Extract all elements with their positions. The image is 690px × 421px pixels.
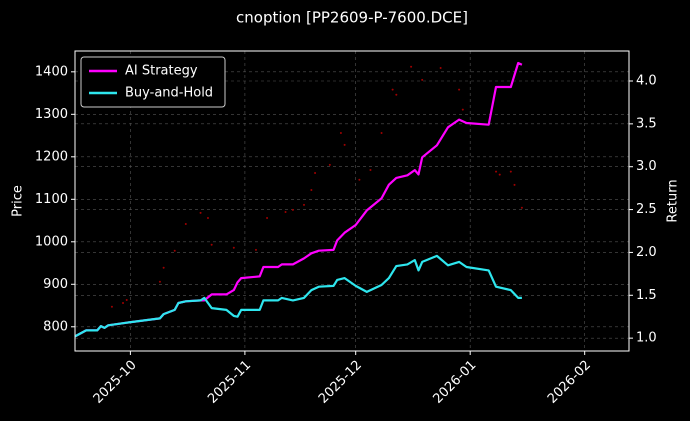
x-tick-label: 2026-02: [545, 358, 594, 407]
price-point: [513, 183, 516, 186]
x-tick-label: 2025-12: [316, 358, 365, 407]
legend: AI Strategy Buy-and-Hold: [80, 56, 226, 108]
price-point: [302, 203, 305, 206]
price-point: [343, 143, 346, 146]
y-tick-label: 900: [43, 277, 68, 292]
price-point: [358, 178, 361, 181]
price-point: [421, 78, 424, 81]
y-tick-label: 1100: [35, 192, 68, 207]
price-point: [158, 280, 161, 283]
price-point: [199, 211, 202, 214]
price-point: [520, 206, 523, 209]
x-tick-label: 2025-10: [91, 358, 140, 407]
y-tick-label: 1200: [35, 149, 68, 164]
y2-tick-label: 2.5: [636, 202, 657, 217]
price-point: [461, 108, 464, 111]
price-point: [495, 170, 498, 173]
y2-axis-label: Return: [666, 179, 681, 222]
price-point: [328, 163, 331, 166]
price-point: [266, 216, 269, 219]
legend-box: [80, 56, 226, 108]
price-point: [162, 266, 165, 269]
price-point: [410, 65, 413, 68]
y-tick-label: 800: [43, 319, 68, 334]
price-point: [210, 243, 213, 246]
price-point: [291, 208, 294, 211]
x-tick-label: 2026-01: [430, 358, 479, 407]
series-line: [74, 254, 522, 338]
price-point: [254, 248, 257, 251]
price-point: [395, 93, 398, 96]
price-point: [314, 171, 317, 174]
price-point: [125, 299, 128, 302]
y2-tick-label: 4.0: [636, 74, 657, 89]
y2-tick-label: 3.5: [636, 116, 657, 131]
chart-title: cnoption [PP2609-P-7600.DCE]: [236, 9, 468, 27]
y2-tick-label: 1.0: [636, 331, 657, 346]
price-point: [498, 173, 501, 176]
price-point: [391, 88, 394, 91]
y-axis-label: Price: [11, 185, 26, 217]
price-point: [310, 188, 313, 191]
y2-tick-label: 2.0: [636, 245, 657, 260]
price-point: [184, 222, 187, 225]
legend-label: Buy-and-Hold: [125, 86, 213, 101]
price-point: [284, 211, 287, 214]
price-point: [509, 170, 512, 173]
price-point: [339, 132, 342, 135]
y-tick-label: 1000: [35, 234, 68, 249]
price-point: [232, 246, 235, 249]
price-point: [439, 66, 442, 69]
y-tick-label: 1300: [35, 107, 68, 122]
legend-label: AI Strategy: [125, 64, 198, 79]
price-point: [369, 168, 372, 171]
price-point: [173, 249, 176, 252]
price-point: [122, 301, 125, 304]
y2-tick-label: 3.0: [636, 159, 657, 174]
x-tick-label: 2025-11: [205, 358, 254, 407]
y-tick-label: 1400: [35, 64, 68, 79]
price-point: [458, 88, 461, 91]
plot-frame: [74, 50, 630, 352]
price-point: [110, 305, 113, 308]
y2-tick-label: 1.5: [636, 288, 657, 303]
price-point: [380, 132, 383, 135]
price-point: [206, 216, 209, 219]
